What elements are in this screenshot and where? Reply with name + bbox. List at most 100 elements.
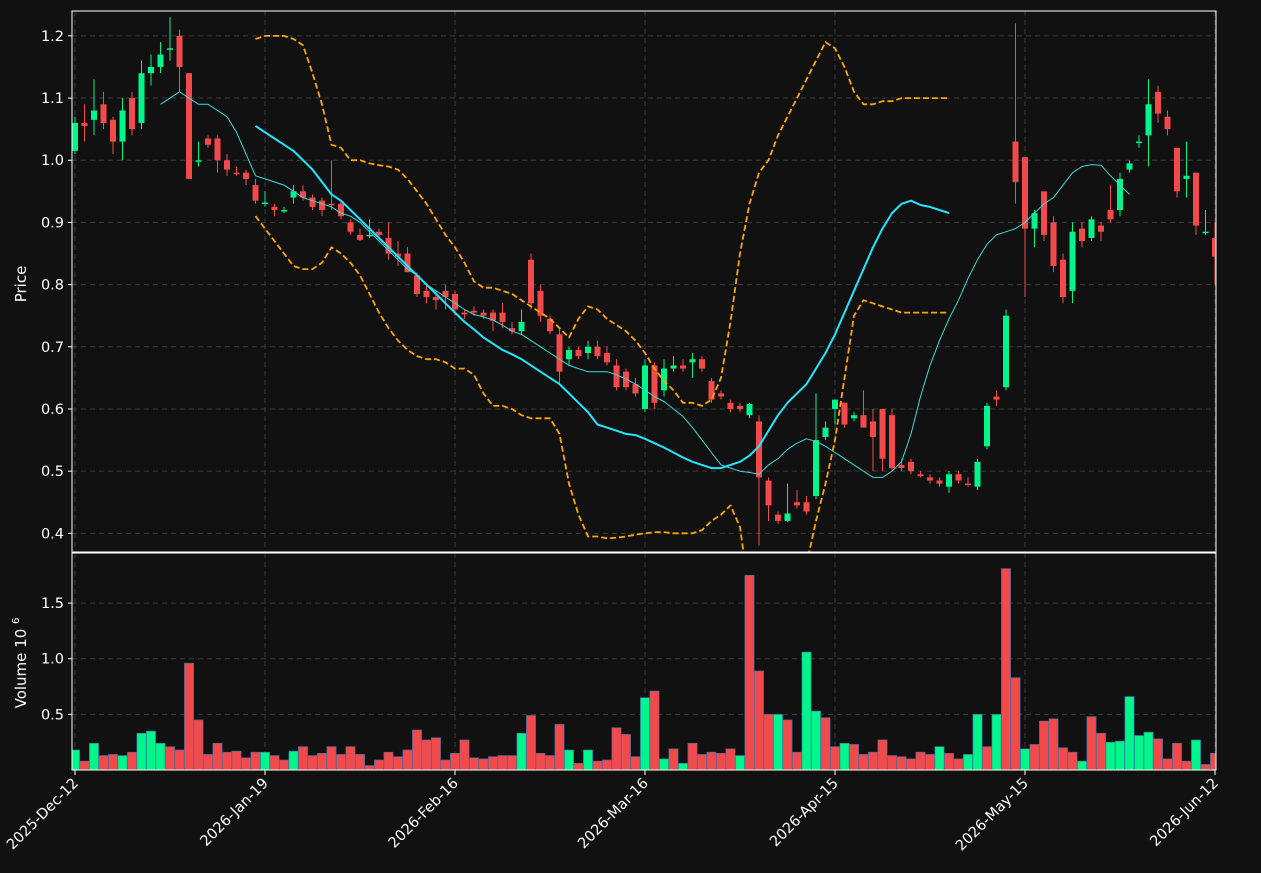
volume-bar: [174, 749, 185, 770]
candle-body: [984, 405, 990, 447]
candle-body: [699, 359, 705, 369]
volume-bar: [687, 742, 698, 770]
candle-body: [604, 353, 610, 363]
candle-body: [908, 461, 914, 472]
volume-bar: [1143, 731, 1154, 770]
candle-body: [575, 349, 582, 357]
volume-bar: [877, 739, 888, 770]
volume-bar: [773, 714, 783, 770]
volume-bar: [231, 750, 242, 770]
volume-bar: [241, 757, 251, 770]
upper-band-line: [255, 35, 949, 407]
candle-body: [442, 290, 449, 298]
volume-bar: [516, 732, 527, 770]
volume-bar: [649, 690, 660, 770]
volume-bar: [820, 717, 831, 770]
volume-bar: [801, 651, 812, 770]
volume-bar: [792, 751, 802, 770]
volume-bar: [165, 746, 175, 770]
volume-bar: [212, 742, 223, 770]
volume-bar: [317, 753, 327, 770]
candle-body: [72, 122, 78, 151]
volume-bar: [355, 754, 365, 770]
volume-bar: [431, 737, 441, 770]
volume-bar: [754, 670, 764, 770]
volume-bar: [991, 714, 1002, 770]
slow-moving-average-line: [254, 125, 950, 470]
volume-bar: [868, 751, 878, 770]
candle-body: [1098, 225, 1104, 232]
candle-body: [129, 98, 135, 130]
candle-body: [119, 110, 126, 142]
candle-body: [898, 464, 905, 469]
volume-bar: [1172, 742, 1182, 770]
candle-body: [167, 48, 173, 50]
volume-bar: [1115, 740, 1125, 770]
volume-axis-label: Volume 10 6: [11, 618, 30, 709]
volume-bar: [374, 759, 384, 770]
volume-bar: [108, 754, 118, 770]
volume-bar: [1134, 735, 1144, 770]
volume-bar: [545, 755, 555, 770]
candle-body: [727, 402, 734, 409]
candle-body: [870, 421, 876, 437]
volume-bar: [1086, 716, 1097, 770]
candle-body: [708, 380, 715, 400]
volume-panel: [72, 568, 1216, 770]
candle-body: [252, 185, 259, 201]
volume-ytick-label: 1.5: [41, 596, 64, 612]
volume-bar: [336, 754, 346, 770]
volume-bar: [1048, 718, 1059, 770]
volume-bar: [203, 754, 213, 770]
candle-body: [746, 404, 753, 416]
candle-body: [613, 365, 620, 388]
volume-bar: [469, 757, 479, 770]
volume-bar: [830, 746, 840, 770]
candle-body: [414, 275, 420, 294]
candle-body: [737, 405, 743, 409]
volume-bar: [1153, 738, 1163, 770]
candle-body: [955, 474, 962, 481]
candle-body: [1079, 228, 1085, 242]
candle-body: [917, 474, 924, 477]
candle-body: [433, 297, 439, 301]
volume-bar: [659, 758, 669, 770]
candle-body: [347, 222, 354, 232]
candle-body: [1088, 219, 1095, 238]
candle-body: [851, 415, 857, 419]
candle-body: [138, 73, 145, 123]
candle-body: [718, 393, 724, 397]
candle-body: [756, 421, 762, 478]
price-ytick-label: 0.4: [41, 526, 64, 542]
candle-body: [689, 359, 696, 363]
candle-body: [1183, 175, 1190, 179]
volume-bar: [1200, 764, 1211, 770]
volume-bar: [222, 751, 232, 770]
candle-body: [841, 402, 848, 425]
volume-bar: [716, 753, 726, 770]
candle-body: [670, 365, 677, 369]
volume-bar: [858, 754, 869, 770]
candle-body: [974, 461, 981, 487]
volume-bar: [744, 574, 755, 770]
volume-bar: [288, 750, 299, 770]
volume-bar: [592, 760, 603, 770]
volume-bar: [459, 739, 470, 770]
volume-bar: [706, 751, 717, 770]
volume-axis-exponent-base: 10: [12, 629, 30, 648]
volume-bar: [127, 751, 137, 770]
candle-body: [889, 415, 895, 469]
volume-bar: [89, 742, 99, 770]
candle-body: [499, 312, 506, 322]
candle-body: [936, 480, 943, 484]
volume-bar: [925, 754, 935, 770]
candle-body: [1012, 141, 1019, 183]
candle-body: [775, 514, 781, 521]
candle-body: [509, 328, 515, 332]
candle-body: [385, 237, 392, 254]
candle-body: [233, 172, 240, 175]
candle-body: [585, 346, 591, 354]
candle-body: [1164, 116, 1171, 130]
volume-ytick-label: 1.0: [41, 652, 64, 668]
candle-body: [651, 365, 658, 403]
